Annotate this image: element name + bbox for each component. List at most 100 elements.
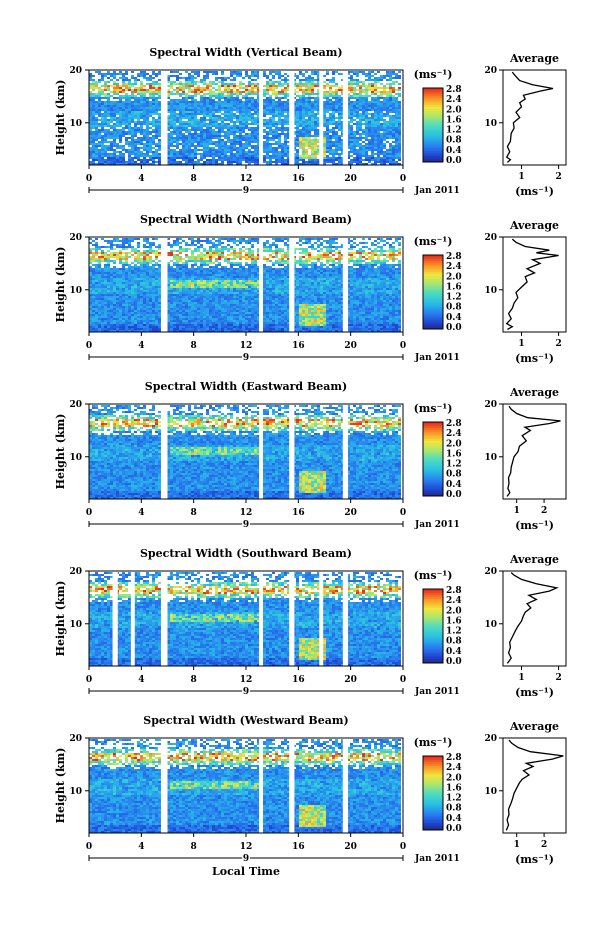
average-profile-line [506, 405, 561, 497]
average-title: Average [509, 219, 559, 232]
avg-y-tick-label: 10 [484, 620, 497, 630]
colorbar-band [423, 447, 443, 451]
average-frame [502, 69, 567, 166]
y-axis-label: Height (km) [54, 80, 67, 156]
colorbar-band [423, 292, 443, 295]
colorbar-band [423, 299, 443, 302]
colorbar-band [423, 106, 443, 109]
colorbar-band [423, 796, 443, 799]
x-tick-label: 0 [86, 341, 92, 351]
x-tick-label: 4 [138, 675, 144, 685]
colorbar-band [423, 434, 443, 438]
colorbar-band [423, 820, 443, 823]
colorbar-band [423, 633, 443, 636]
colorbar-tick-label: 0.8 [446, 470, 462, 480]
x-tick-label: 20 [344, 508, 357, 518]
colorbar-band [423, 600, 443, 603]
colorbar-band [423, 88, 443, 91]
data-gap [319, 70, 324, 165]
avg-y-tick-label: 10 [484, 453, 497, 463]
panel-1: Spectral Width (Northward Beam)1020Heigh… [54, 213, 567, 365]
colorbar-tick-label: 2.4 [446, 596, 462, 606]
data-gap [289, 738, 295, 833]
colorbar-band [423, 763, 443, 766]
x-tick-label: 20 [344, 842, 357, 852]
colorbar-band [423, 648, 443, 651]
x-tick-label: 12 [240, 341, 253, 351]
y-tick-label: 10 [69, 286, 82, 296]
colorbar-band [423, 817, 443, 820]
x-tick-label: 8 [191, 174, 197, 184]
x-tick-label: 16 [292, 174, 305, 184]
colorbar-band [423, 605, 443, 608]
colorbar-band [423, 475, 443, 478]
heatmap-cells [89, 237, 401, 332]
colorbar-band [423, 791, 443, 794]
average-profile-line [505, 71, 554, 163]
colorbar-band [423, 271, 443, 274]
x-tick-label: 12 [240, 174, 253, 184]
colorbar-band [423, 473, 443, 477]
colorbar-band [423, 91, 443, 94]
colorbar-band [423, 655, 443, 658]
panel-title: Spectral Width (Eastward Beam) [145, 380, 347, 393]
colorbar-band [423, 301, 443, 304]
colorbar-tick-label: 0.8 [446, 637, 462, 647]
colorbar-band [423, 809, 443, 812]
colorbar-tick-label: 2.8 [446, 753, 462, 763]
colorbar-band [423, 457, 443, 460]
colorbar-band [423, 627, 443, 631]
colorbar-band [423, 422, 443, 425]
colorbar-band [423, 258, 443, 261]
heatmap-cells [89, 738, 401, 833]
heatmap-cells [89, 571, 401, 666]
colorbar-band [423, 488, 443, 491]
x-tick-label: 0 [400, 174, 406, 184]
colorbar-band [423, 492, 443, 495]
colorbar-band [423, 327, 443, 330]
colorbar-band [423, 609, 443, 612]
colorbar-tick-label: 2.8 [446, 419, 462, 429]
colorbar-band [423, 768, 443, 772]
colorbar-band [423, 460, 443, 464]
colorbar-tick-label: 2.0 [446, 105, 462, 115]
colorbar-band [423, 125, 443, 128]
colorbar-band [423, 815, 443, 818]
colorbar-band [423, 262, 443, 265]
average-profile-line [505, 739, 564, 831]
colorbar-band [423, 267, 443, 271]
colorbar-band [423, 446, 443, 449]
colorbar-band [423, 646, 443, 649]
colorbar-band [423, 613, 443, 616]
panel-title: Spectral Width (Westward Beam) [143, 714, 348, 727]
colorbar-band [423, 284, 443, 287]
colorbar-unit: (ms⁻¹) [414, 736, 453, 749]
x-tick-label: 0 [86, 675, 92, 685]
data-gap [289, 70, 295, 165]
colorbar-band [423, 449, 443, 452]
colorbar-band [423, 640, 443, 644]
colorbar-band [423, 770, 443, 774]
avg-x-tick-label: 2 [555, 339, 561, 349]
avg-x-axis-label: (ms⁻¹) [515, 519, 554, 532]
colorbar-band [423, 616, 443, 619]
data-gap [259, 738, 264, 833]
colorbar-band [423, 661, 443, 664]
colorbar-band [423, 100, 443, 104]
colorbar-band [423, 637, 443, 640]
colorbar-tick-label: 0.4 [446, 146, 462, 156]
colorbar-band [423, 325, 443, 328]
x-tick-label: 16 [292, 341, 305, 351]
average-frame [502, 236, 567, 333]
colorbar-band [423, 618, 443, 621]
colorbar-tick-label: 2.8 [446, 85, 462, 95]
colorbar-band [423, 273, 443, 276]
average-title: Average [509, 720, 559, 733]
data-gap [289, 404, 295, 499]
colorbar-band [423, 275, 443, 278]
avg-y-tick-label: 10 [484, 787, 497, 797]
colorbar-tick-label: 1.6 [446, 616, 462, 626]
colorbar-band [423, 152, 443, 155]
avg-y-tick-label: 10 [484, 286, 497, 296]
